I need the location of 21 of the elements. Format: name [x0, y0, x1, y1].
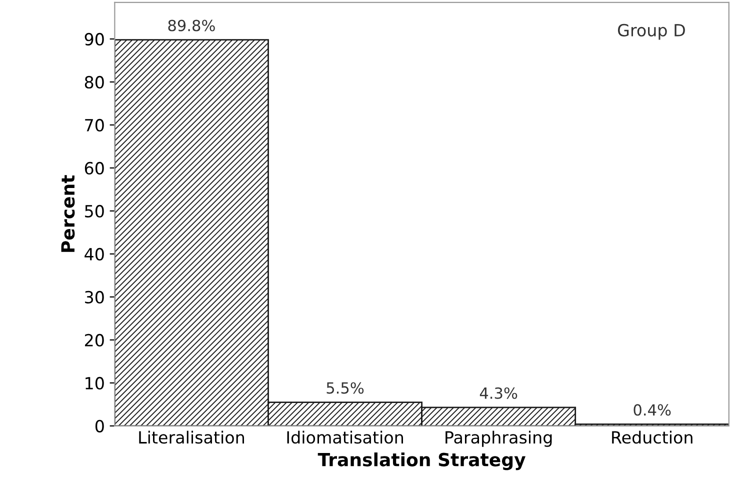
data-label: 0.4%: [634, 404, 671, 416]
x-axis-title: Translation Strategy: [318, 452, 526, 470]
y-tick-label: 50: [85, 204, 104, 218]
data-label: 89.8%: [168, 20, 215, 32]
y-tick-label: 0: [95, 420, 104, 432]
x-tick-label: Idiomatisation: [287, 430, 403, 444]
y-tick-label: 20: [84, 334, 104, 346]
y-axis-title: Percent: [61, 175, 75, 252]
y-tick-label: 80: [84, 76, 104, 89]
x-tick-label: Paraphrasing: [446, 430, 552, 447]
y-tick-label: 10: [86, 376, 104, 390]
annotation: Group D: [618, 24, 685, 40]
x-tick-label: Reduction: [612, 430, 692, 444]
y-tick-label: 90: [84, 32, 104, 46]
data-label: 4.3%: [480, 387, 518, 399]
x-tick-label: Literalisation: [139, 430, 244, 444]
y-tick-label: 60: [84, 162, 104, 175]
y-tick-label: 40: [84, 248, 104, 261]
data-label: 5.5%: [326, 382, 364, 394]
y-tick-label: 30: [85, 290, 104, 304]
y-tick-label: 70: [85, 118, 104, 132]
